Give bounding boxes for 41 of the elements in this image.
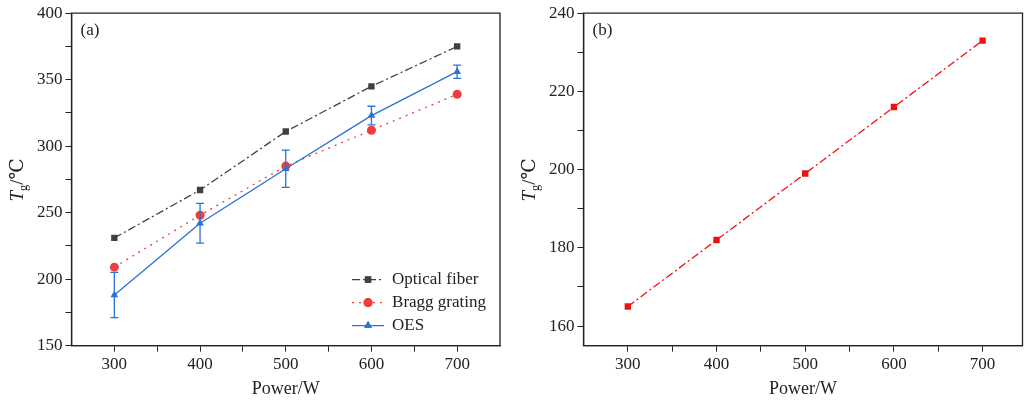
x-tick-label: 300 (101, 354, 128, 374)
legend-label: Bragg grating (392, 292, 487, 312)
point (979, 37, 986, 44)
x-tick-label: 500 (273, 354, 299, 374)
point (282, 128, 289, 135)
y-tick-label: 160 (549, 315, 575, 335)
point (109, 262, 119, 272)
y-tick-label: 150 (37, 335, 63, 355)
point (366, 125, 376, 135)
annotation: (b) (592, 20, 613, 40)
y-tick-label: 220 (549, 80, 575, 100)
legend-label: Optical fiber (392, 269, 479, 289)
x-axis-title: Power/W (769, 377, 837, 398)
y-tick-label: 250 (37, 202, 63, 222)
y-tick-label: 180 (549, 237, 575, 257)
y-axis-title: Tg/℃ (517, 158, 542, 202)
y-tick-label: 400 (37, 2, 63, 22)
annotation: (a) (80, 20, 100, 40)
y-tick-label: 200 (549, 159, 575, 179)
x-tick-label: 700 (444, 354, 470, 374)
y-tick-label: 240 (549, 2, 575, 22)
point (802, 170, 809, 177)
legend-label: OES (392, 315, 425, 335)
x-tick-label: 400 (187, 354, 213, 374)
x-tick-label: 600 (881, 354, 907, 374)
y-tick-label: 300 (37, 135, 63, 155)
y-tick-label: 200 (37, 268, 63, 288)
x-tick-label: 400 (703, 354, 730, 374)
x-tick-label: 600 (358, 354, 385, 374)
point (624, 303, 632, 310)
y-tick-label: 350 (37, 69, 63, 89)
point (713, 236, 720, 244)
x-tick-label: 300 (615, 354, 641, 374)
y-axis-title: Tg/℃ (5, 158, 30, 202)
x-tick-label: 500 (792, 354, 818, 374)
x-tick-label: 700 (969, 354, 996, 374)
point (452, 89, 462, 99)
x-axis-title: Power/W (251, 377, 320, 398)
point (453, 43, 461, 50)
point (368, 83, 375, 90)
point (111, 234, 118, 242)
